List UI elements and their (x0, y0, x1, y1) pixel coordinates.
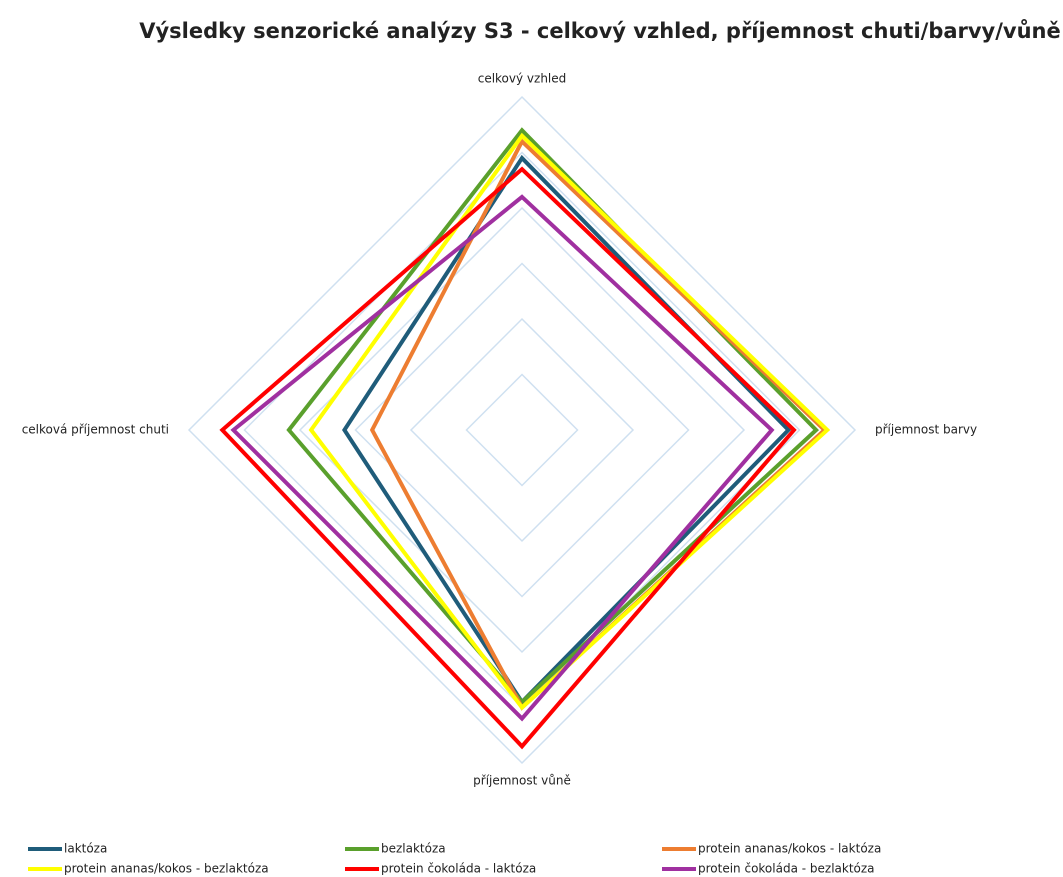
grid-ring (354, 262, 690, 598)
axis-label: příjemnost vůně (473, 774, 571, 788)
grid-ring (187, 95, 857, 765)
legend-label: laktóza (64, 842, 107, 856)
axis-label: celková příjemnost chuti (22, 423, 169, 437)
series-line (286, 127, 820, 705)
series-line (308, 132, 831, 711)
legend-label: protein ananas/kokos - bezlaktóza (64, 862, 269, 876)
axis-label: celkový vzhled (478, 72, 567, 86)
grid-ring (409, 317, 635, 543)
legend-label: bezlaktóza (381, 842, 446, 856)
series-line (219, 166, 797, 750)
legend-label: protein čokoláda - laktóza (381, 862, 536, 876)
grid-ring (465, 373, 579, 487)
legend-label: protein čokoláda - bezlaktóza (698, 862, 875, 876)
grid-ring (243, 151, 801, 709)
grid-ring (298, 206, 746, 654)
axis-label: příjemnost barvy (875, 423, 977, 437)
legend-label: protein ananas/kokos - laktóza (698, 842, 881, 856)
chart-title: Výsledky senzorické analýzy S3 - celkový… (139, 19, 1061, 43)
series-line (230, 194, 775, 722)
